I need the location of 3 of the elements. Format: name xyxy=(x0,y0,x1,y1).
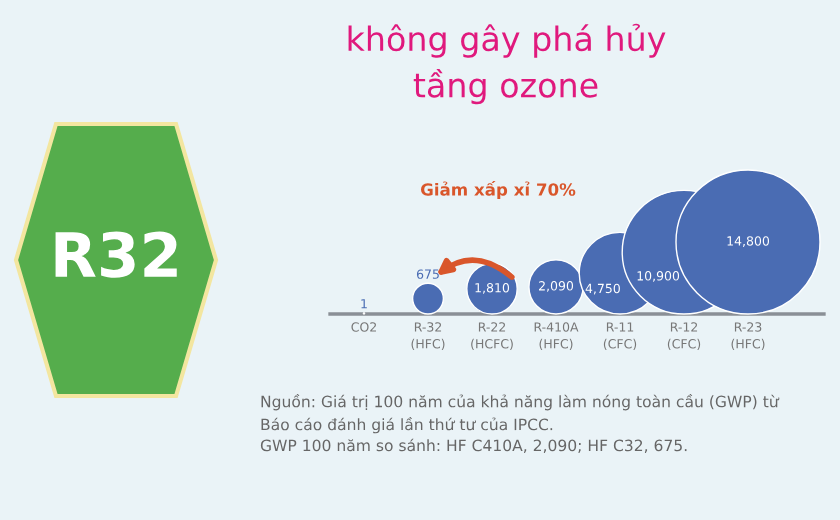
text: không gây phá hủy tầng ozone xyxy=(348,23,666,105)
text: Giảm xấp xỉ 70% xyxy=(420,180,576,200)
text: R32 xyxy=(55,231,177,278)
